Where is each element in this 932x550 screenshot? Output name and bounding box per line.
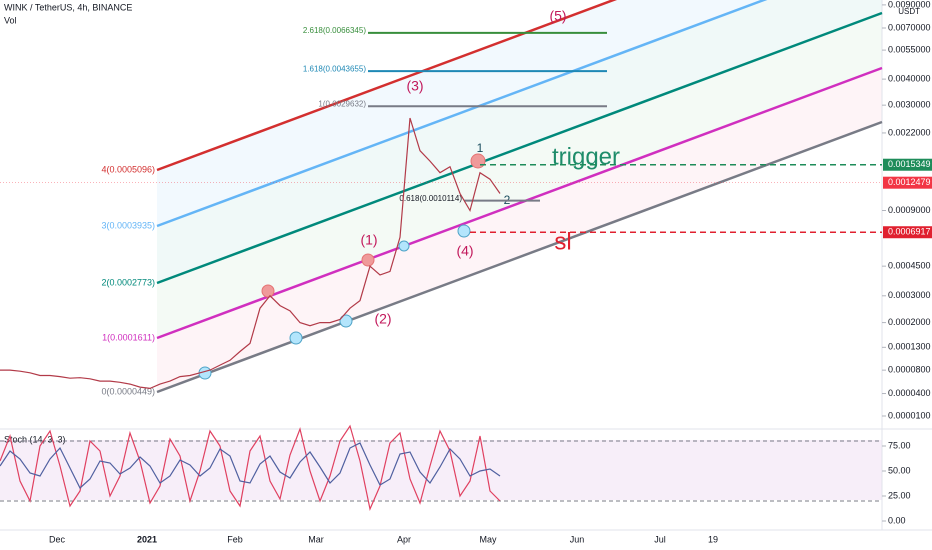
x-tick-label: 19 xyxy=(708,534,718,544)
y-tick-label: 0.00 xyxy=(888,515,906,525)
y-tick-label: 0.0002000 xyxy=(888,317,931,327)
x-tick-label: Dec xyxy=(49,534,66,544)
fib-channel xyxy=(156,0,883,394)
y-tick-label: 0.0055000 xyxy=(888,44,931,54)
fib-channel-label: 4(0.0005096) xyxy=(101,164,155,174)
annotation: (1) xyxy=(360,232,377,248)
y-tick-label: 0.0009000 xyxy=(888,205,931,215)
series-line xyxy=(0,442,501,489)
y-tick-label: 0.0090000 xyxy=(888,0,931,9)
series-line xyxy=(0,117,501,390)
annotation: trigger xyxy=(552,143,620,170)
price-marker-label: 0.0006917 xyxy=(888,227,931,237)
y-axis-label: USDT xyxy=(898,7,920,16)
y-tick-label: 0.0004500 xyxy=(888,261,931,271)
x-tick-label: 2021 xyxy=(137,534,157,544)
y-tick-label: 0.0000100 xyxy=(888,410,931,420)
fib-channel-label: 0(0.0000449) xyxy=(101,386,155,396)
price-marker-bg xyxy=(883,158,932,171)
x-tick-label: Feb xyxy=(227,534,243,544)
annotation: (2) xyxy=(374,311,391,327)
y-tick-label: 0.0040000 xyxy=(888,73,931,83)
price-marker-label: 0.0015349 xyxy=(888,159,931,169)
chart-title: WINK / TetherUS, 4h, BINANCE xyxy=(4,2,132,12)
y-tick-label: 0.0001300 xyxy=(888,342,931,352)
price-marker-label: 0.0012479 xyxy=(888,177,931,187)
fib-channel-label: 2(0.0002773) xyxy=(101,277,155,287)
y-tick-label: 0.0030000 xyxy=(888,100,931,110)
y-tick-label: 0.0022000 xyxy=(888,127,931,137)
annotation: sl xyxy=(554,228,571,255)
y-tick-label: 75.00 xyxy=(888,440,911,450)
fib-channel-label: 3(0.0003935) xyxy=(101,220,155,230)
y-tick-label: 0.0003000 xyxy=(888,290,931,300)
y-tick-label: 50.00 xyxy=(888,465,911,475)
price-marker-bg xyxy=(883,226,932,239)
x-tick-label: Apr xyxy=(397,534,411,544)
y-tick-label: 0.0000400 xyxy=(888,388,931,398)
y-tick-label: 0.0000800 xyxy=(888,365,931,375)
stoch-title: Stoch (14, 3, 3) xyxy=(4,434,66,444)
fib-level-label: 1(0.0029632) xyxy=(318,99,366,108)
fib-level-label: 0.618(0.0010114) xyxy=(399,194,462,203)
y-tick-label: 25.00 xyxy=(888,490,911,500)
y-tick-label: 0.0070000 xyxy=(888,22,931,32)
series-line xyxy=(0,424,501,511)
wave-circles xyxy=(198,153,486,380)
fib-channel-shading xyxy=(157,0,882,392)
fib-level-label: 2.618(0.0066345) xyxy=(303,26,367,35)
annotation: (4) xyxy=(456,243,473,259)
x-tick-label: May xyxy=(479,534,497,544)
fib-level-label: 1.618(0.0043655) xyxy=(303,64,367,73)
volume-label: Vol xyxy=(4,15,17,25)
x-tick-label: Jul xyxy=(654,534,666,544)
annotation: (3) xyxy=(406,78,423,94)
price-marker-bg xyxy=(883,176,932,189)
x-tick-label: Mar xyxy=(308,534,324,544)
x-tick-label: Jun xyxy=(570,534,585,544)
annotation: 1 xyxy=(477,141,484,155)
stoch-band xyxy=(0,440,882,500)
fib-channel-label: 1(0.0001611) xyxy=(102,332,155,342)
annotation: (5) xyxy=(549,8,566,24)
